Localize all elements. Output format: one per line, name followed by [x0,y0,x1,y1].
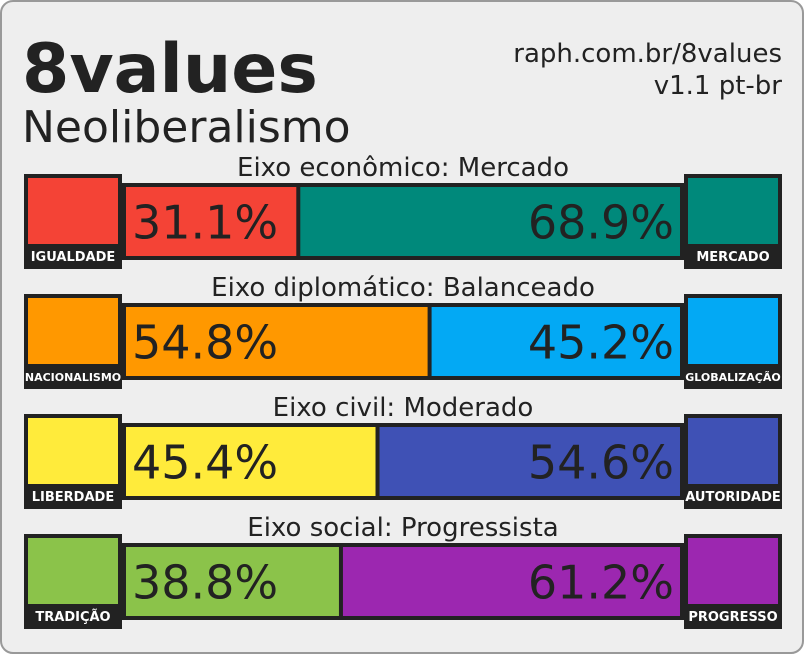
bar-right [379,427,680,496]
icon-label: PROGRESSO [688,610,777,625]
axis-label: Eixo social: Progressista [247,513,558,543]
axis-label: Eixo econômico: Mercado [237,153,569,183]
icon-right [688,418,778,484]
icon-right [688,298,778,364]
bar-right [431,307,680,376]
icon-label: GLOBALIZAÇÃO [685,371,780,384]
value-right: 61.2% [528,556,674,610]
icon-left [28,418,118,484]
value-left: 45.4% [132,436,278,490]
icon-label: TRADIÇÃO [35,609,110,625]
icon-left [28,178,118,244]
value-left: 54.8% [132,316,278,370]
value-right: 45.2% [528,316,674,370]
subtitle: Neoliberalismo [22,102,351,153]
bar-left [126,547,339,616]
value-left: 38.8% [132,556,278,610]
bar-right [342,547,680,616]
icon-label: AUTORIDADE [685,490,781,505]
bar-left [126,307,428,376]
axis-label: Eixo diplomático: Balanceado [211,273,595,303]
icon-label: NACIONALISMO [25,371,121,384]
icon-right [688,538,778,604]
site-url: raph.com.br/8values [513,39,782,69]
icon-label: LIBERDADE [32,490,114,505]
icon-label: IGUALDADE [31,250,116,265]
version: v1.1 pt-br [654,71,783,101]
value-left: 31.1% [132,196,278,250]
title: 8values [22,30,318,109]
axis-label: Eixo civil: Moderado [273,393,534,423]
bar-left [126,427,376,496]
icon-left [28,538,118,604]
bar-left [126,187,297,256]
value-right: 54.6% [528,436,674,490]
icon-left [28,298,118,364]
icon-right [688,178,778,244]
bar-right [300,187,680,256]
icon-label: MERCADO [696,250,769,265]
value-right: 68.9% [528,196,674,250]
